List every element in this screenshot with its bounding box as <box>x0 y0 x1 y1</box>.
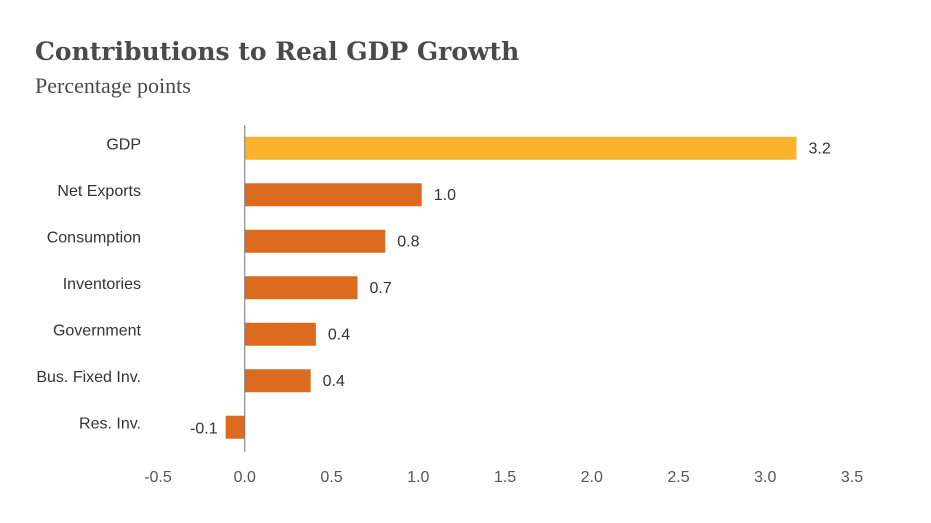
x-tick-label: 0.5 <box>320 469 342 486</box>
chart-subtitle: Percentage points <box>35 73 191 98</box>
data-label: 0.7 <box>370 280 392 297</box>
x-tick-label: 2.5 <box>667 469 689 486</box>
category-label: Consumption <box>47 229 141 246</box>
x-tick-label: 1.0 <box>407 469 429 486</box>
data-label: -0.1 <box>190 420 218 437</box>
category-label: Net Exports <box>57 183 141 200</box>
data-label: 0.4 <box>323 373 345 390</box>
x-tick-label: 1.5 <box>494 469 516 486</box>
data-label: 0.8 <box>397 233 419 250</box>
bar-government <box>244 322 316 346</box>
x-tick-label: 0.0 <box>234 469 256 486</box>
data-label: 3.2 <box>808 140 830 157</box>
bar-consumption <box>244 229 386 253</box>
category-label: Res. Inv. <box>79 415 141 432</box>
category-label: Government <box>53 322 142 339</box>
bar-bus-fixed-inv <box>244 369 311 393</box>
x-tick-label: 2.0 <box>581 469 603 486</box>
bar-gdp <box>244 136 797 160</box>
x-tick-label: -0.5 <box>144 469 172 486</box>
x-tick-label: 3.0 <box>754 469 776 486</box>
bar-res-inv <box>225 415 245 439</box>
category-label: GDP <box>106 136 141 153</box>
bar-inventories <box>244 276 358 300</box>
x-tick-label: 3.5 <box>841 469 863 486</box>
data-label: 1.0 <box>434 187 456 204</box>
chart-title: Contributions to Real GDP Growth <box>35 37 520 66</box>
category-label: Bus. Fixed Inv. <box>36 369 141 386</box>
bar-net-exports <box>244 183 422 207</box>
data-label: 0.4 <box>328 326 350 343</box>
category-label: Inventories <box>63 276 141 293</box>
